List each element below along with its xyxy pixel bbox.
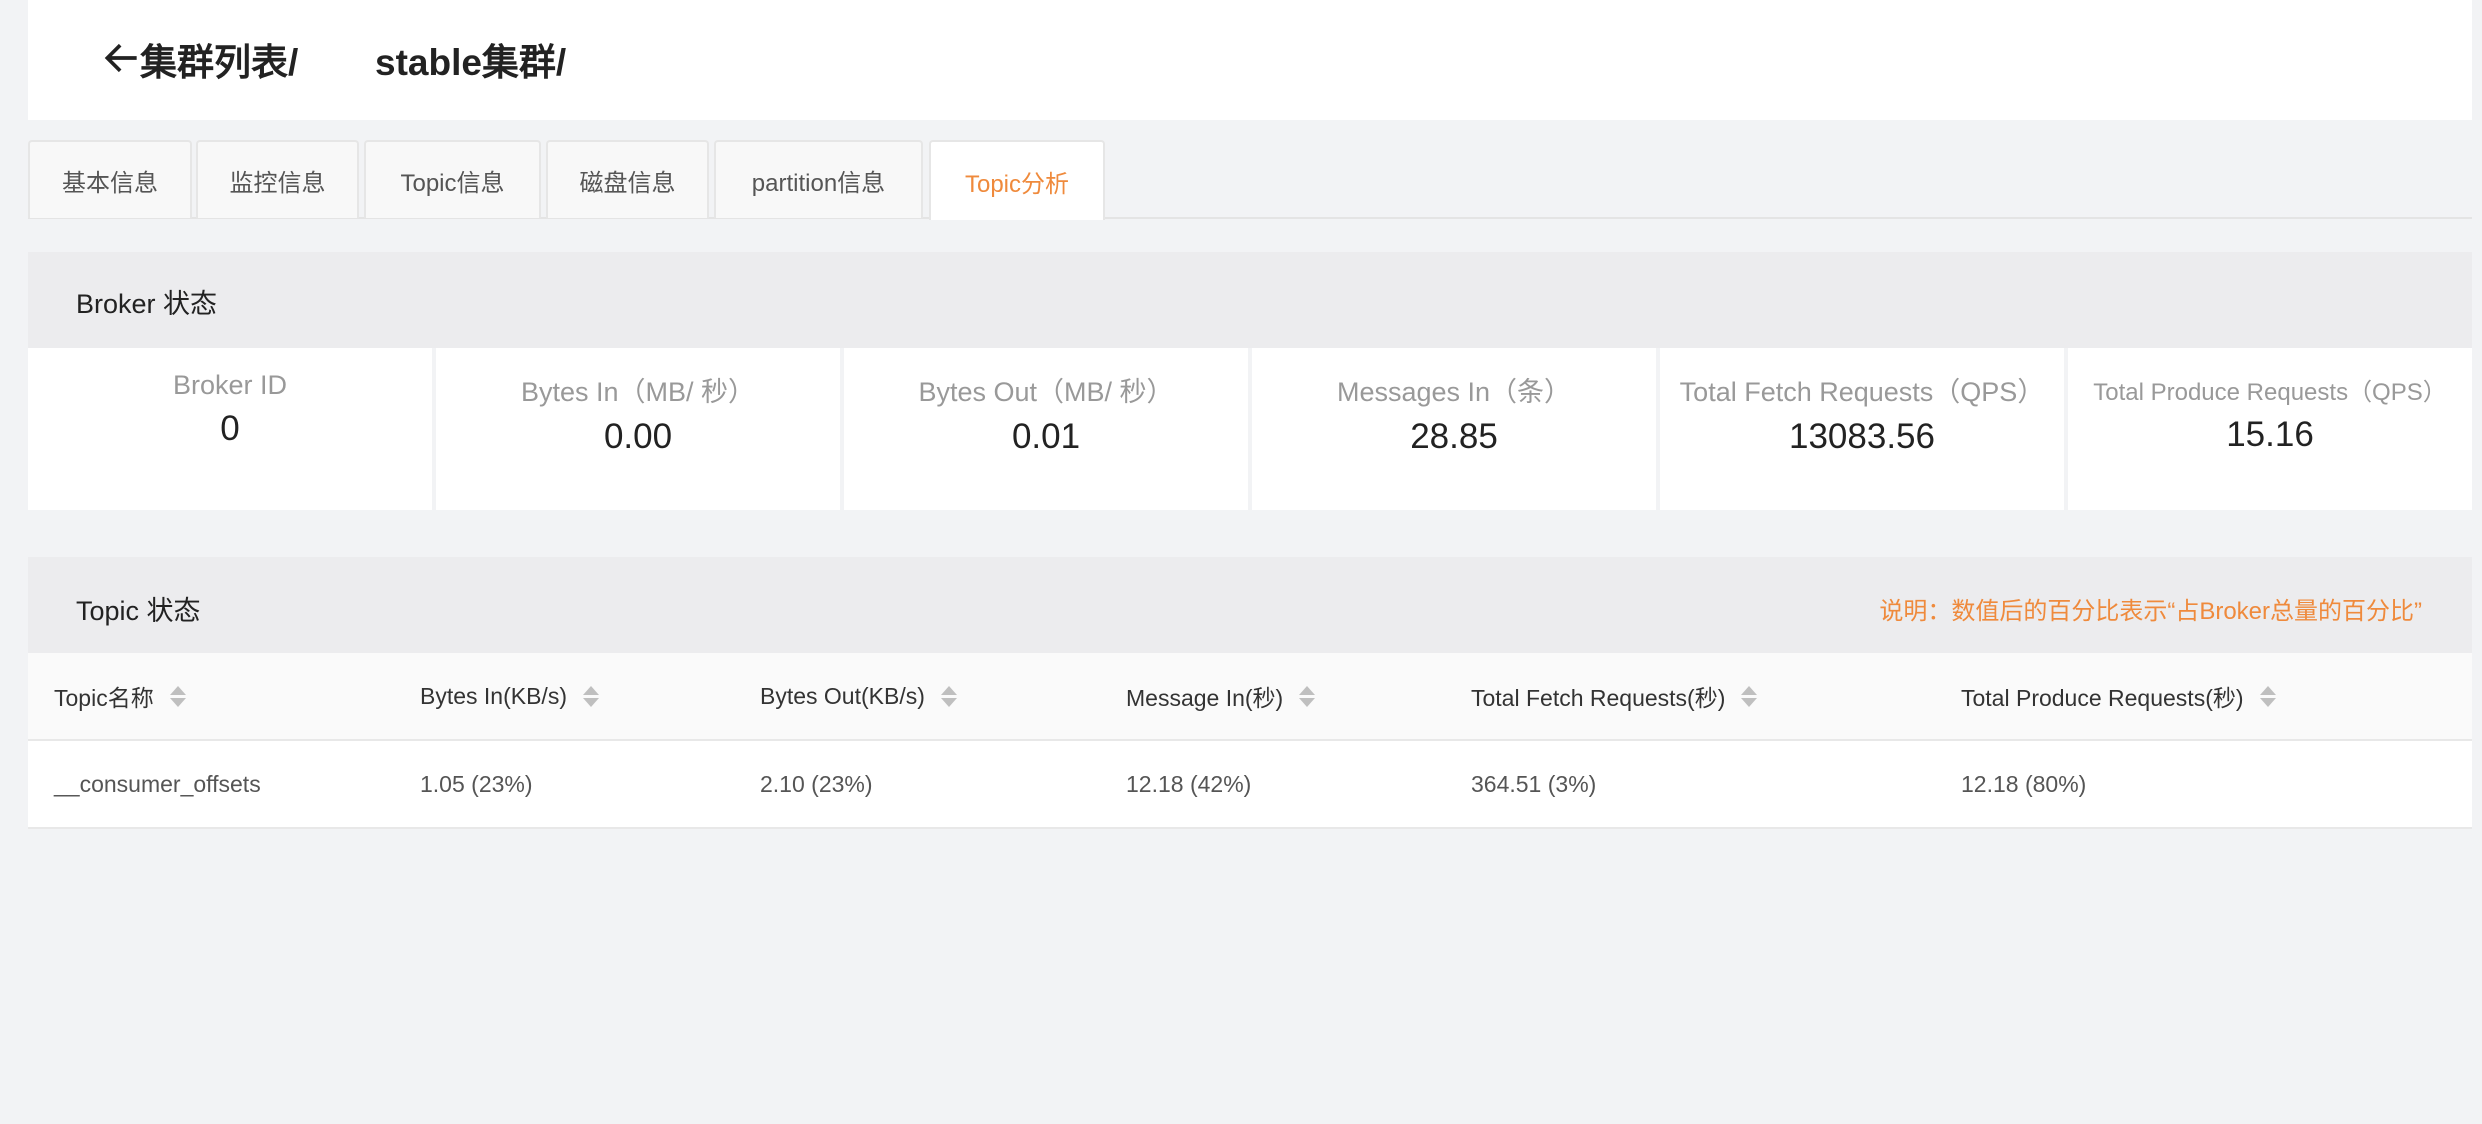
- tab-monitoring[interactable]: 监控信息: [196, 140, 359, 218]
- cell-topic-name: __consumer_offsets: [54, 770, 261, 797]
- column-label: Total Produce Requests(秒): [1961, 685, 2244, 711]
- cell-message-in: 12.18 (42%): [1126, 770, 1252, 797]
- stat-value: 0.01: [1011, 417, 1081, 456]
- column-label: Bytes In(KB/s): [420, 682, 567, 709]
- tab-topic-info[interactable]: Topic信息: [364, 140, 541, 218]
- stat-label: Broker ID: [172, 370, 288, 400]
- cell-produce-requests: 12.18 (80%): [1961, 770, 2087, 797]
- stat-card: Total Produce Requests（QPS） 15.16: [2068, 348, 2472, 510]
- stat-value: 15.16: [2226, 415, 2314, 454]
- section-title: Topic 状态: [76, 596, 201, 626]
- back-arrow-icon[interactable]: [100, 36, 144, 80]
- stat-label: Bytes Out（MB/ 秒）: [918, 377, 1174, 407]
- page-header: 集群列表/ stable集群/: [28, 0, 2472, 120]
- column-label: Message In(秒): [1126, 685, 1284, 711]
- sort-icon[interactable]: [582, 685, 599, 707]
- column-label: Total Fetch Requests(秒): [1471, 685, 1726, 711]
- cell-fetch-requests: 364.51 (3%): [1471, 770, 1597, 797]
- column-label: Topic名称: [54, 685, 154, 711]
- tab-bar: 基本信息 监控信息 Topic信息 磁盘信息 partition信息 Topic…: [28, 140, 2472, 220]
- breadcrumb-cluster[interactable]: stable集群/: [375, 42, 567, 83]
- table-header: Topic名称 Bytes In(KB/s) Bytes Out(KB/s) M…: [28, 653, 2472, 741]
- table-row: __consumer_offsets 1.05 (23%) 2.10 (23%)…: [28, 741, 2472, 829]
- stat-value: 0.00: [603, 417, 673, 456]
- section-title: Broker 状态: [76, 289, 218, 319]
- stat-label: Total Produce Requests（QPS）: [2093, 379, 2447, 406]
- column-header-bytes-in[interactable]: Bytes In(KB/s): [420, 653, 599, 739]
- stat-label: Bytes In（MB/ 秒）: [520, 377, 756, 407]
- tab-basic-info[interactable]: 基本信息: [28, 140, 192, 218]
- sort-icon[interactable]: [2259, 685, 2276, 707]
- column-header-topic[interactable]: Topic名称: [54, 653, 186, 739]
- sort-icon[interactable]: [169, 685, 186, 707]
- stat-label: Total Fetch Requests（QPS）: [1679, 377, 2045, 407]
- stat-card: Total Fetch Requests（QPS） 13083.56: [1660, 348, 2064, 510]
- stat-card: Broker ID 0: [28, 348, 432, 510]
- stat-card: Bytes Out（MB/ 秒） 0.01: [844, 348, 1248, 510]
- stat-card: Messages In（条） 28.85: [1252, 348, 1656, 510]
- broker-status-header: Broker 状态: [28, 252, 2472, 348]
- sort-icon[interactable]: [1741, 685, 1758, 707]
- tab-partition-info[interactable]: partition信息: [714, 140, 923, 218]
- cell-bytes-in: 1.05 (23%): [420, 770, 533, 797]
- column-header-produce-requests[interactable]: Total Produce Requests(秒): [1961, 653, 2276, 739]
- percentage-note: 说明：数值后的百分比表示“占Broker总量的百分比”: [1879, 598, 2422, 625]
- stat-value: 13083.56: [1789, 417, 1935, 456]
- topic-table: Topic名称 Bytes In(KB/s) Bytes Out(KB/s) M…: [28, 653, 2472, 829]
- stat-value: 28.85: [1410, 417, 1498, 456]
- sort-icon[interactable]: [1299, 685, 1316, 707]
- column-header-fetch-requests[interactable]: Total Fetch Requests(秒): [1471, 653, 1758, 739]
- breadcrumb-cluster-list[interactable]: 集群列表/: [140, 42, 299, 83]
- column-label: Bytes Out(KB/s): [760, 682, 925, 709]
- sort-icon[interactable]: [940, 685, 957, 707]
- column-header-message-in[interactable]: Message In(秒): [1126, 653, 1316, 739]
- tab-topic-analysis[interactable]: Topic分析: [929, 140, 1105, 220]
- stat-card: Bytes In（MB/ 秒） 0.00: [436, 348, 840, 510]
- column-header-bytes-out[interactable]: Bytes Out(KB/s): [760, 653, 957, 739]
- cell-bytes-out: 2.10 (23%): [760, 770, 873, 797]
- tab-disk-info[interactable]: 磁盘信息: [546, 140, 709, 218]
- stat-value: 0: [220, 409, 240, 448]
- broker-stats: Broker ID 0 Bytes In（MB/ 秒） 0.00 Bytes Out…: [28, 348, 2472, 510]
- stat-label: Messages In（条）: [1336, 377, 1572, 407]
- topic-status-header: Topic 状态 说明：数值后的百分比表示“占Broker总量的百分比”: [28, 557, 2472, 653]
